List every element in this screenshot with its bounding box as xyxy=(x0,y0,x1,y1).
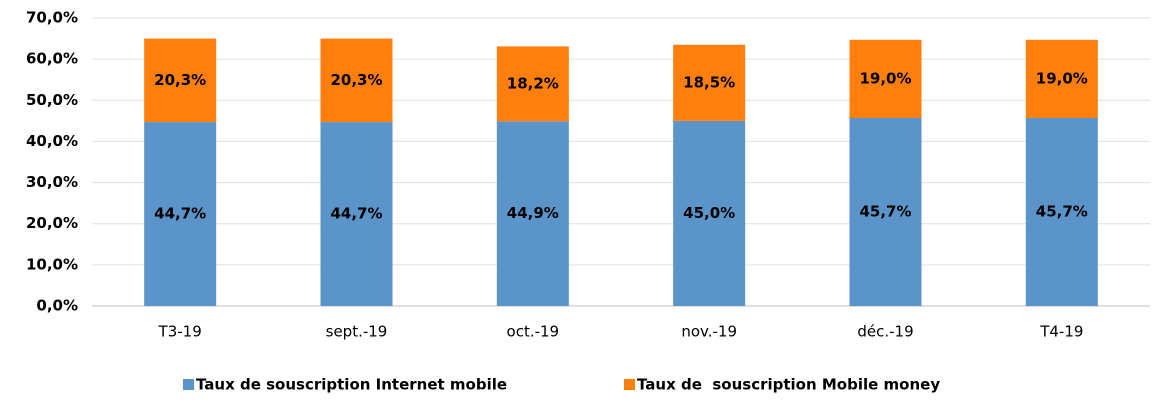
data-label: 44,9% xyxy=(507,204,559,222)
data-label: 45,7% xyxy=(859,202,911,220)
data-label: 45,7% xyxy=(1036,202,1088,220)
y-tick-label: 50,0% xyxy=(26,91,78,109)
data-label: 18,5% xyxy=(683,73,735,91)
bar-segment xyxy=(1025,117,1098,306)
bar-segment xyxy=(849,39,922,118)
y-tick-label: 60,0% xyxy=(26,50,78,68)
legend-swatch xyxy=(183,379,194,390)
data-label: 19,0% xyxy=(1036,69,1088,87)
x-tick-label: T4-19 xyxy=(1039,323,1083,341)
data-label: 18,2% xyxy=(507,74,559,92)
y-tick-label: 30,0% xyxy=(26,173,78,191)
x-tick-label: nov.-19 xyxy=(681,323,737,341)
y-tick-label: 10,0% xyxy=(26,255,78,273)
bar-segment xyxy=(673,44,746,121)
bar-segment xyxy=(144,122,217,306)
y-tick-label: 70,0% xyxy=(26,9,78,27)
data-label: 44,7% xyxy=(330,205,382,223)
data-label: 20,3% xyxy=(154,71,206,89)
y-tick-label: 20,0% xyxy=(26,214,78,232)
bar-segment xyxy=(849,117,922,306)
x-tick-label: T3-19 xyxy=(158,323,202,341)
data-label: 20,3% xyxy=(330,71,382,89)
data-label: 44,7% xyxy=(154,205,206,223)
data-label: 45,0% xyxy=(683,204,735,222)
legend-label: Taux de souscription Internet mobile xyxy=(196,376,507,394)
legend-swatch xyxy=(624,379,635,390)
bar-segment xyxy=(673,120,746,306)
x-tick-label: oct.-19 xyxy=(507,323,560,341)
y-tick-label: 40,0% xyxy=(26,132,78,150)
legend-label: Taux de souscription Mobile money xyxy=(637,376,940,394)
bar-segment xyxy=(320,38,393,123)
bar-segment xyxy=(496,46,569,122)
x-tick-label: sept.-19 xyxy=(326,323,388,341)
x-tick-label: déc.-19 xyxy=(857,323,913,341)
bar-segment xyxy=(320,122,393,306)
bar-segment xyxy=(496,121,569,306)
bar-segment xyxy=(144,38,217,123)
y-tick-label: 0,0% xyxy=(36,297,78,315)
data-label: 19,0% xyxy=(859,69,911,87)
bar-segment xyxy=(1025,39,1098,118)
